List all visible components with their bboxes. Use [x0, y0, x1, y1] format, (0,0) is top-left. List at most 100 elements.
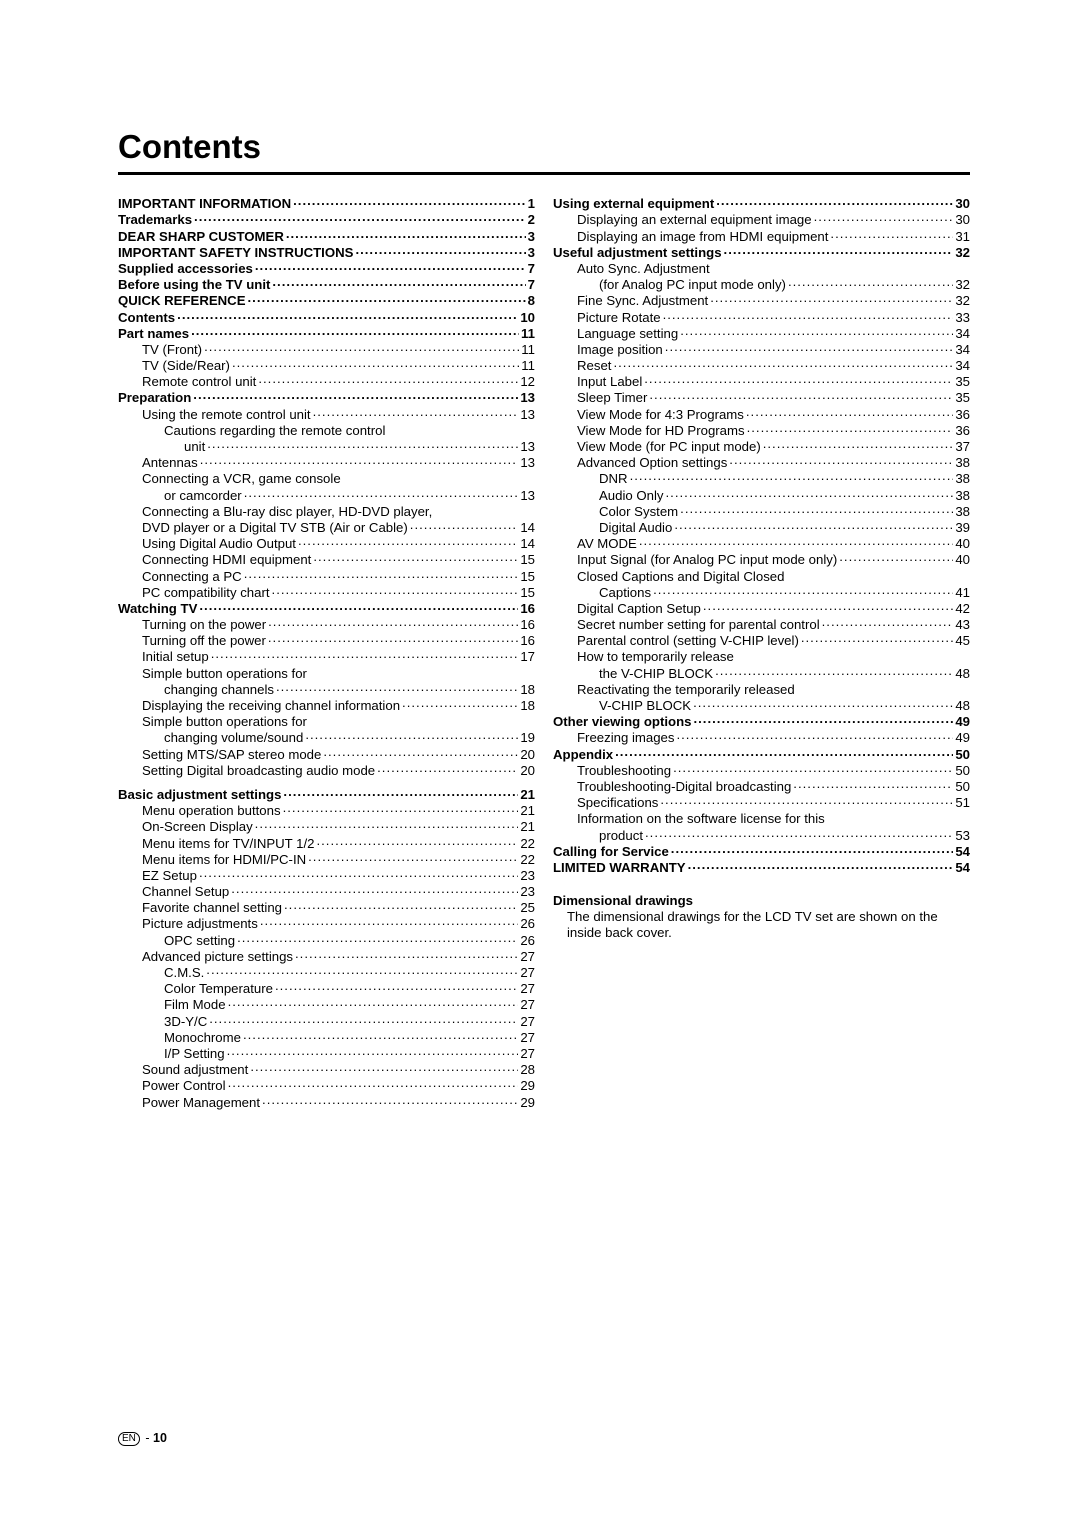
toc-entry-label: I/P Setting [164, 1046, 225, 1061]
toc-entry-page: 22 [520, 836, 535, 851]
toc-entry: Troubleshooting-Digital broadcasting 50 [553, 778, 970, 794]
footnote-title: Dimensional drawings [553, 893, 970, 909]
toc-entry-page: 27 [520, 981, 535, 996]
toc-entry-page: 12 [520, 374, 535, 389]
toc-leader [788, 276, 953, 289]
toc-leader [830, 227, 953, 240]
toc-leader [763, 438, 954, 451]
toc-leader [298, 535, 518, 548]
toc-entry-page: 36 [955, 407, 970, 422]
toc-leader [255, 818, 519, 831]
toc-leader [204, 341, 519, 354]
toc-leader [674, 519, 953, 532]
toc-leader [262, 1093, 518, 1106]
toc-left-column: IMPORTANT INFORMATION 1Trademarks 2DEAR … [118, 195, 535, 1110]
toc-leader [814, 211, 954, 224]
toc-leader [693, 697, 953, 710]
toc-entry: Setting Digital broadcasting audio mode … [118, 762, 535, 778]
toc-entry-label: Fine Sync. Adjustment [577, 293, 708, 308]
toc-entry-page: 20 [520, 747, 535, 762]
toc-leader [237, 931, 518, 944]
toc-entry: Film Mode 27 [118, 996, 535, 1012]
toc-leader [227, 1045, 519, 1058]
toc-entry: DNR 38 [553, 470, 970, 486]
toc-entry-label: Digital Audio [599, 520, 672, 535]
toc-entry-label: Antennas [142, 455, 198, 470]
toc-entry: Speciﬁcations 51 [553, 794, 970, 810]
toc-leader [747, 422, 954, 435]
toc-entry-page: 28 [520, 1062, 535, 1077]
toc-entry: Secret number setting for parental contr… [553, 616, 970, 632]
toc-entry-page: 51 [955, 795, 970, 810]
toc-leader [839, 551, 953, 564]
toc-entry-label: Troubleshooting-Digital broadcasting [577, 779, 791, 794]
toc-entry-label: Appendix [553, 747, 613, 762]
toc-entry-label: Other viewing options [553, 714, 691, 729]
toc-entry-page: 37 [955, 439, 970, 454]
toc-entry: AV MODE 40 [553, 535, 970, 551]
toc-entry-page: 13 [520, 455, 535, 470]
toc-entry-page: 29 [520, 1078, 535, 1093]
toc-leader [645, 826, 953, 839]
toc-entry: Parental control (setting V-CHIP level) … [553, 632, 970, 648]
toc-entry-label: Using Digital Audio Output [142, 536, 296, 551]
toc-entry-page: 3 [528, 245, 535, 260]
toc-leader [191, 325, 519, 338]
toc-entry-page: 27 [520, 997, 535, 1012]
toc-leader [244, 567, 519, 580]
toc-leader [272, 276, 525, 289]
toc-entry: Monochrome 27 [118, 1029, 535, 1045]
toc-leader [729, 454, 953, 467]
toc-entry-label: Menu items for TV/INPUT 1/2 [142, 836, 314, 851]
toc-entry-label: Freezing images [577, 730, 674, 745]
toc-entry-label: Closed Captions and Digital Closed [577, 569, 784, 584]
toc-entry-label: PC compatibility chart [142, 585, 270, 600]
toc-entry-label: OPC setting [164, 933, 235, 948]
toc-entry-page: 15 [520, 552, 535, 567]
toc-entry-label: Connecting a VCR, game console [142, 471, 341, 486]
toc-entry: Image position 34 [553, 341, 970, 357]
toc-entry: Simple button operations for [118, 664, 535, 680]
toc-leader [355, 244, 525, 257]
toc-entry: DEAR SHARP CUSTOMER 3 [118, 227, 535, 243]
toc-entry-label: Displaying an image from HDMI equipment [577, 229, 828, 244]
toc-entry-label: Film Mode [164, 997, 226, 1012]
toc-entry-page: 21 [520, 787, 535, 802]
toc-leader [268, 632, 518, 645]
toc-entry-page: 40 [955, 536, 970, 551]
toc-entry-page: 7 [528, 261, 535, 276]
toc-entry: Cautions regarding the remote control [118, 422, 535, 438]
toc-entry-page: 38 [955, 488, 970, 503]
toc-entry: Captions 41 [553, 584, 970, 600]
toc-leader [232, 357, 519, 370]
toc-entry-label: Image position [577, 342, 663, 357]
toc-entry-page: 25 [520, 900, 535, 915]
toc-leader [613, 357, 953, 370]
toc-entry-page: 27 [520, 1014, 535, 1029]
toc-entry-label: IMPORTANT INFORMATION [118, 196, 291, 211]
toc-leader [286, 227, 526, 240]
toc-entry-label: TV (Side/Rear) [142, 358, 230, 373]
toc-entry: IMPORTANT INFORMATION 1 [118, 195, 535, 211]
toc-entry-label: Using external equipment [553, 196, 714, 211]
toc-entry-page: 13 [520, 390, 535, 405]
toc-leader [665, 341, 954, 354]
toc-leader [209, 1012, 518, 1025]
toc-entry-label: Supplied accessories [118, 261, 253, 276]
toc-entry-page: 15 [520, 569, 535, 584]
toc-leader [703, 600, 953, 613]
toc-entry: TV (Front) 11 [118, 341, 535, 357]
toc-entry: Advanced Option settings 38 [553, 454, 970, 470]
toc-entry-label: Parental control (setting V-CHIP level) [577, 633, 799, 648]
toc-leader [272, 584, 519, 597]
toc-entry-label: View Mode for 4:3 Programs [577, 407, 744, 422]
toc-entry: Troubleshooting 50 [553, 762, 970, 778]
toc-entry-page: 39 [955, 520, 970, 535]
toc-entry-label: Audio Only [599, 488, 664, 503]
toc-entry: Channel Setup 23 [118, 883, 535, 899]
toc-entry: Initial setup 17 [118, 648, 535, 664]
toc-entry: Displaying an external equipment image 3… [553, 211, 970, 227]
toc-entry-label: Part names [118, 326, 189, 341]
toc-entry-page: 21 [520, 803, 535, 818]
toc-leader [710, 292, 953, 305]
